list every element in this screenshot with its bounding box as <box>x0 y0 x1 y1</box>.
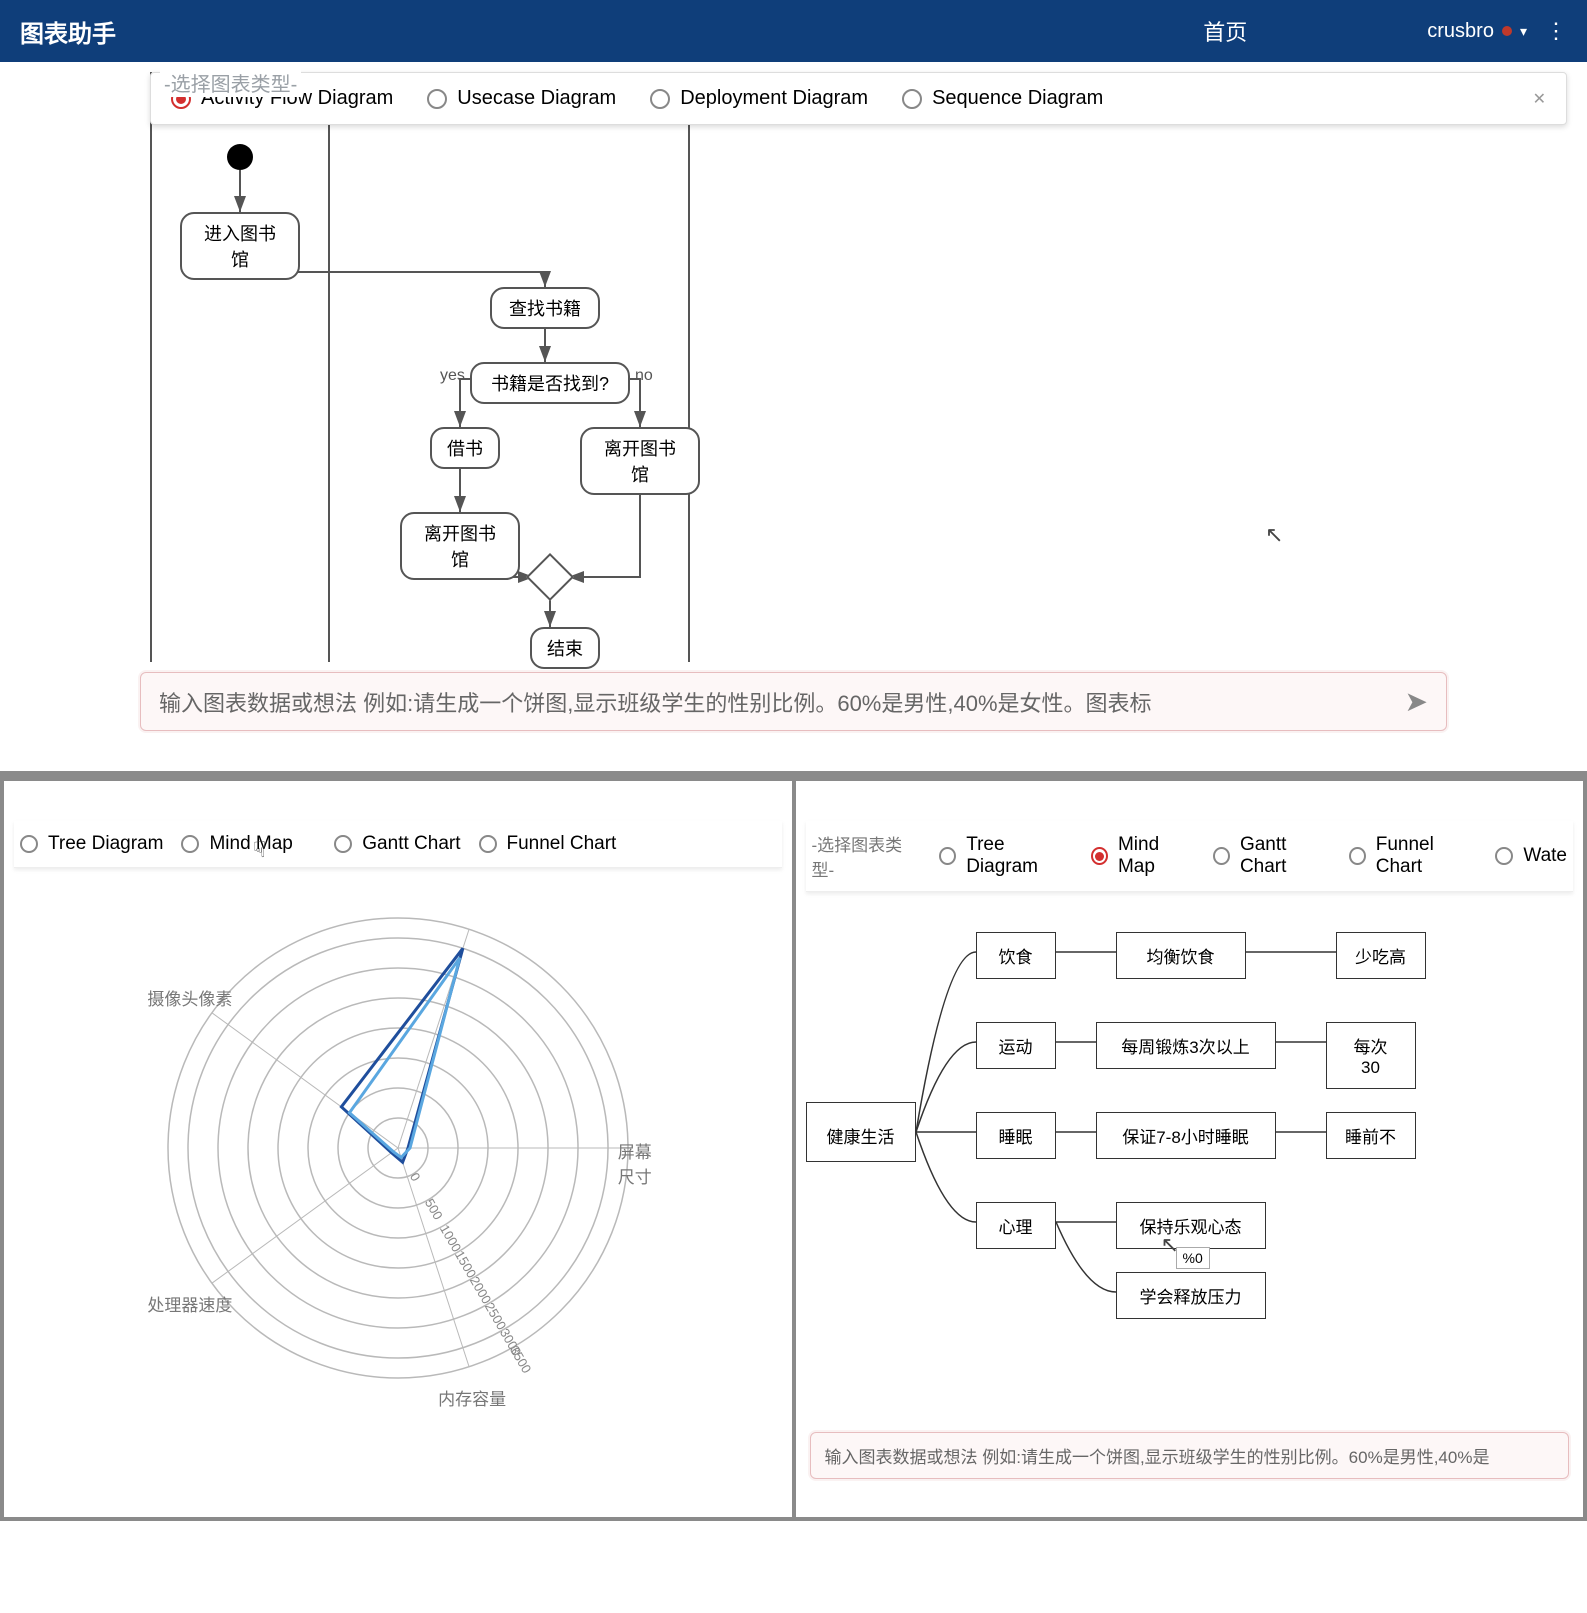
mindmap-node: 每周锻炼3次以上 <box>1096 1022 1276 1069</box>
mindmap-node: 睡前不 <box>1326 1112 1416 1159</box>
mindmap-node: 少吃高 <box>1336 932 1426 979</box>
radio-icon <box>1213 847 1230 865</box>
activity-node: 离开图书馆 <box>400 512 520 580</box>
mindmap-node: 均衡饮食 <box>1116 932 1246 979</box>
bottom-right-panel: -选择图表类型- Tree Diagram Mind Map Gantt Cha… <box>794 781 1587 1521</box>
radio-icon <box>334 835 352 853</box>
radio-icon <box>1495 847 1513 865</box>
type-selector-label: -选择图表类型- <box>160 68 301 97</box>
activity-node: 结束 <box>530 627 600 669</box>
radio-icon <box>650 89 670 109</box>
start-node <box>227 144 253 170</box>
activity-node: 借书 <box>430 427 500 469</box>
type-option-waterfall[interactable]: Wate <box>1495 845 1567 867</box>
radar-chart: 0500100015002000250030003500 屏幕尺寸内存容量处理器… <box>138 888 658 1408</box>
radio-icon <box>181 835 199 853</box>
mindmap-node: 保证7-8小时睡眠 <box>1096 1112 1276 1159</box>
svg-text:500: 500 <box>422 1196 446 1222</box>
username: crusbro <box>1427 20 1494 43</box>
bottom-left-panel: Tree Diagram Mind Map ☟ Gantt Chart Funn… <box>0 781 794 1521</box>
type-option-usecase[interactable]: Usecase Diagram <box>427 87 616 110</box>
activity-node: 进入图书馆 <box>180 212 300 280</box>
radio-icon <box>20 835 38 853</box>
radio-icon <box>939 847 956 865</box>
type-option-funnel[interactable]: Funnel Chart <box>1349 834 1478 878</box>
mindmap-root: 健康生活 <box>806 1102 916 1162</box>
activity-node: 离开图书馆 <box>580 427 700 495</box>
radio-icon <box>1349 847 1366 865</box>
radio-icon <box>1091 847 1108 865</box>
app-title: 图表助手 <box>20 14 116 49</box>
radar-axis-label: 内存容量 <box>438 1385 506 1410</box>
radar-axis-label: 屏幕尺寸 <box>618 1138 658 1188</box>
activity-node: 书籍是否找到? <box>470 362 630 404</box>
edge-label: no <box>635 367 653 385</box>
radio-icon <box>427 89 447 109</box>
type-option-gantt[interactable]: Gantt Chart <box>334 833 460 855</box>
close-icon[interactable]: ✕ <box>1533 89 1546 109</box>
mindmap-node: 每次30 <box>1326 1022 1416 1089</box>
activity-flow-diagram: 用户 后台子系统 进入图书馆查找书籍书籍是否找到?借书离开图书馆离开图书馆结束 … <box>150 72 840 662</box>
mindmap-node: 心理 <box>976 1202 1056 1249</box>
prompt-placeholder: 输入图表数据或想法 例如:请生成一个饼图,显示班级学生的性别比例。60%是男性,… <box>825 1443 1555 1468</box>
mindmap-edges-svg <box>796 902 1584 1422</box>
type-option-mindmap[interactable]: Mind Map <box>1091 834 1195 878</box>
prompt-input[interactable]: 输入图表数据或想法 例如:请生成一个饼图,显示班级学生的性别比例。60%是男性,… <box>140 672 1447 731</box>
kebab-menu-icon[interactable]: ⋮ <box>1545 18 1567 44</box>
radio-icon <box>479 835 497 853</box>
type-option-sequence[interactable]: Sequence Diagram <box>902 87 1103 110</box>
mindmap-node: 运动 <box>976 1022 1056 1069</box>
diagram-type-selector: Activity Flow Diagram Usecase Diagram De… <box>150 72 1567 125</box>
mindmap-node: 学会释放压力 <box>1116 1272 1266 1319</box>
cursor-icon: ↖ <box>1265 522 1283 548</box>
edge-label: yes <box>440 367 465 385</box>
tooltip: %0 <box>1176 1247 1210 1269</box>
bottom-grid: Tree Diagram Mind Map ☟ Gantt Chart Funn… <box>0 777 1587 1521</box>
top-content: -选择图表类型- Activity Flow Diagram Usecase D… <box>0 62 1587 771</box>
svg-text:0: 0 <box>407 1170 424 1184</box>
type-selector-label: -选择图表类型- <box>812 831 918 881</box>
prompt-input[interactable]: 输入图表数据或想法 例如:请生成一个饼图,显示班级学生的性别比例。60%是男性,… <box>810 1432 1570 1479</box>
type-option-tree[interactable]: Tree Diagram <box>20 833 163 855</box>
radio-icon <box>902 89 922 109</box>
chevron-down-icon: ▾ <box>1520 23 1527 40</box>
top-panel: 图表助手 首页 crusbro ▾ ⋮ -选择图表类型- Activity Fl… <box>0 0 1587 777</box>
type-option-gantt[interactable]: Gantt Chart <box>1213 834 1331 878</box>
notification-dot-icon <box>1502 26 1512 36</box>
radar-svg: 0500100015002000250030003500 <box>138 888 658 1408</box>
mind-map: 健康生活 饮食运动睡眠心理 均衡饮食每周锻炼3次以上保证7-8小时睡眠保持乐观心态学… <box>796 902 1584 1422</box>
type-option-tree[interactable]: Tree Diagram <box>939 834 1073 878</box>
type-option-funnel[interactable]: Funnel Chart <box>479 833 617 855</box>
activity-node: 查找书籍 <box>490 287 600 329</box>
mindmap-node: 睡眠 <box>976 1112 1056 1159</box>
nav-home[interactable]: 首页 <box>1203 15 1247 47</box>
type-option-mindmap[interactable]: Mind Map ☟ <box>181 831 316 857</box>
type-selector-right: -选择图表类型- Tree Diagram Mind Map Gantt Cha… <box>806 821 1574 892</box>
prompt-placeholder: 输入图表数据或想法 例如:请生成一个饼图,显示班级学生的性别比例。60%是男性,… <box>159 686 1405 718</box>
mindmap-node: 饮食 <box>976 932 1056 979</box>
radar-axis-label: 处理器速度 <box>147 1291 232 1316</box>
app-header: 图表助手 首页 crusbro ▾ ⋮ <box>0 0 1587 62</box>
mindmap-node: 保持乐观心态 <box>1116 1202 1266 1249</box>
send-icon[interactable]: ➤ <box>1405 685 1428 718</box>
type-selector-left: Tree Diagram Mind Map ☟ Gantt Chart Funn… <box>14 821 782 868</box>
type-option-deployment[interactable]: Deployment Diagram <box>650 87 868 110</box>
radar-axis-label: 摄像头像素 <box>147 985 232 1010</box>
svg-text:3500: 3500 <box>507 1343 534 1376</box>
user-menu[interactable]: crusbro ▾ <box>1427 20 1527 43</box>
